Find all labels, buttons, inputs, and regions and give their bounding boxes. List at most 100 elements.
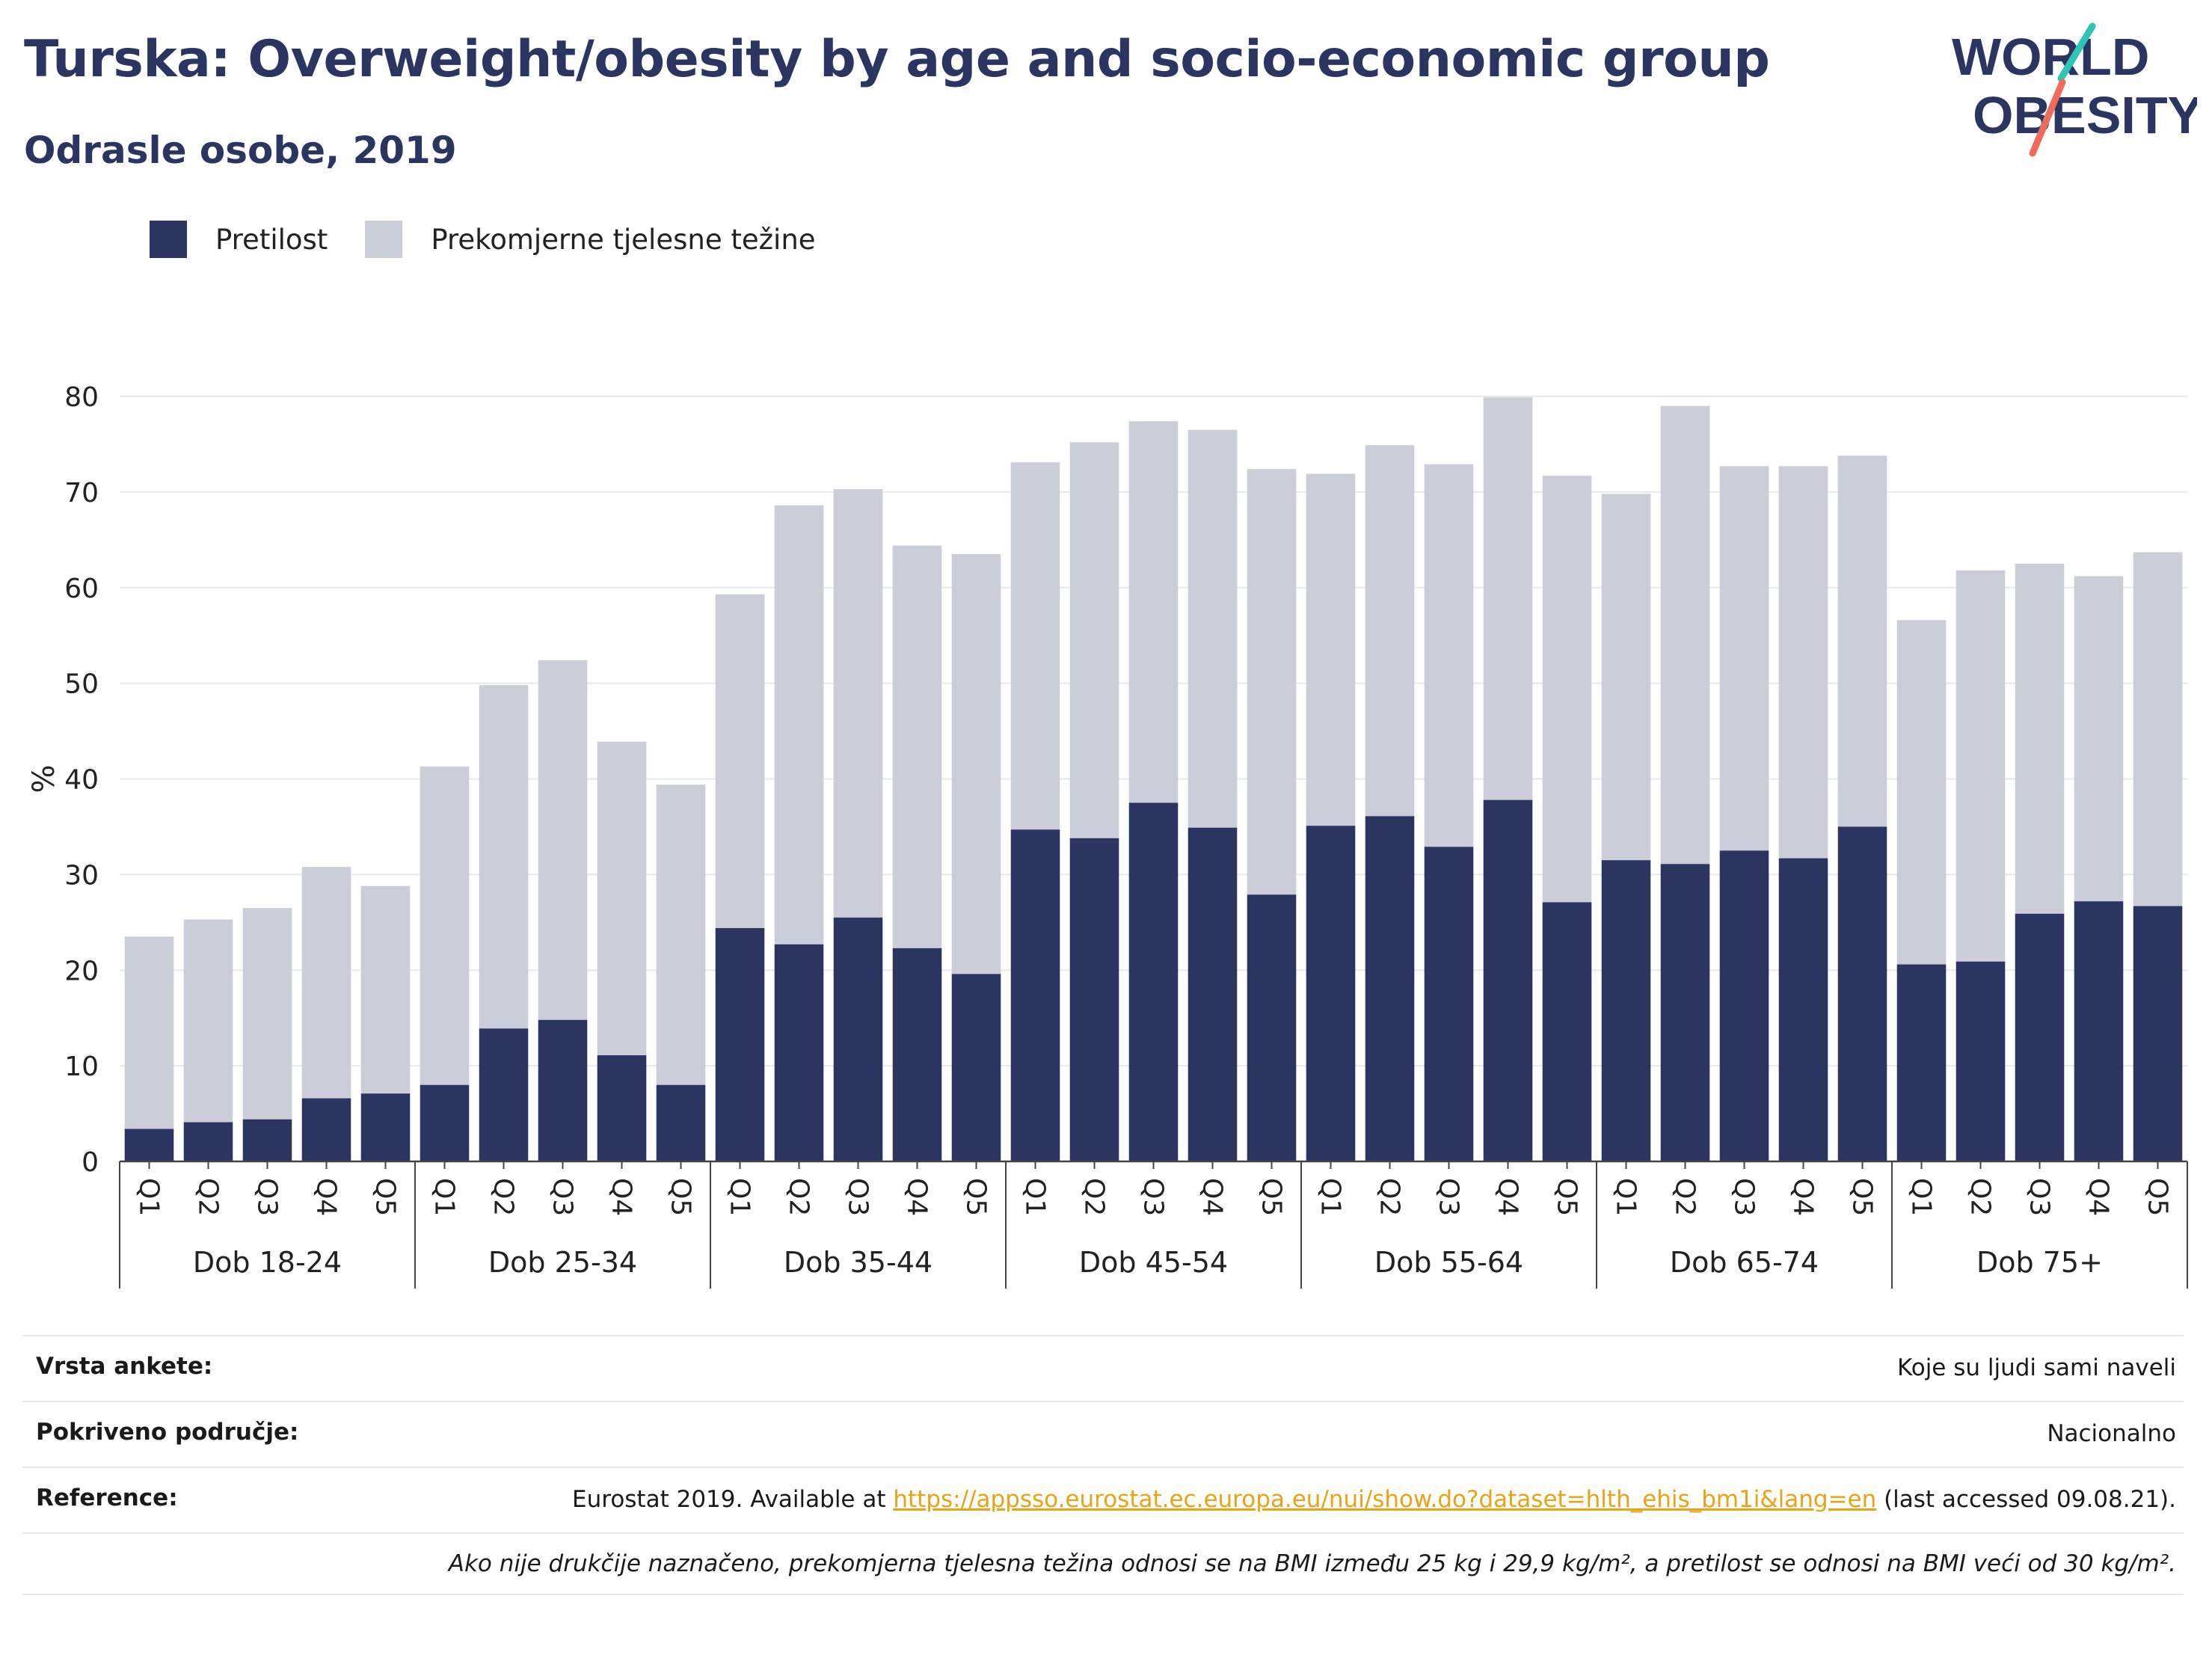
x-tick-label: Q4 xyxy=(2083,1178,2114,1216)
bar-obesity xyxy=(1601,860,1651,1161)
x-tick-label: Q3 xyxy=(1434,1178,1464,1216)
bar-overweight xyxy=(1069,442,1119,838)
bar-overweight xyxy=(1424,464,1474,847)
legend-label-overweight: Prekomjerne tjelesne težine xyxy=(431,223,816,256)
info-row-coverage: Pokriveno područje: Nacionalno xyxy=(22,1400,2184,1467)
group-label: Dob 65-74 xyxy=(1670,1246,1819,1279)
x-tick-label: Q4 xyxy=(1197,1178,1228,1216)
reference-value: Eurostat 2019. Available at https://apps… xyxy=(572,1484,2176,1516)
x-tick-label: Q1 xyxy=(1315,1178,1346,1216)
bar-obesity xyxy=(242,1119,292,1161)
x-tick-label: Q1 xyxy=(429,1178,460,1216)
x-tick-label: Q5 xyxy=(1847,1178,1878,1216)
bar-obesity xyxy=(1660,864,1710,1161)
x-tick-label: Q3 xyxy=(547,1178,578,1216)
bar-overweight xyxy=(242,908,292,1120)
logo-slash-coral xyxy=(2029,79,2066,157)
bar-obesity xyxy=(1424,847,1474,1161)
bar-overweight xyxy=(360,885,411,1094)
bar-obesity xyxy=(1188,827,1238,1161)
bar-overweight xyxy=(1365,445,1415,817)
chart-legend: Pretilost Prekomjerne tjelesne težine xyxy=(150,221,853,258)
bar-obesity xyxy=(124,1129,174,1161)
bar-obesity xyxy=(1542,902,1592,1161)
bar-overweight xyxy=(1719,466,1769,851)
x-tick-label: Q4 xyxy=(606,1178,637,1216)
x-tick-label: Q1 xyxy=(1020,1178,1051,1216)
bar-overweight xyxy=(1601,494,1651,861)
bar-overweight xyxy=(656,784,706,1085)
logo-word-obesity: OBESITY xyxy=(1973,86,2197,144)
bar-overweight xyxy=(420,766,470,1085)
bar-overweight xyxy=(1837,455,1887,827)
legend-swatch-overweight xyxy=(365,221,403,258)
bar-obesity xyxy=(1483,799,1533,1161)
bar-obesity xyxy=(715,927,765,1161)
bar-obesity xyxy=(183,1122,233,1161)
x-tick-label: Q3 xyxy=(252,1178,283,1216)
bar-obesity xyxy=(1365,816,1415,1161)
bar-overweight xyxy=(951,553,1001,974)
y-tick-label: 60 xyxy=(64,574,99,604)
bar-obesity xyxy=(1069,838,1119,1161)
info-row-reference: Reference: Eurostat 2019. Available at h… xyxy=(22,1466,2184,1532)
reference-suffix: (last accessed 09.08.21). xyxy=(1876,1485,2176,1513)
bar-obesity xyxy=(301,1098,351,1161)
x-tick-label: Q3 xyxy=(843,1178,873,1216)
bar-overweight xyxy=(1306,473,1356,826)
y-tick-label: 0 xyxy=(82,1147,99,1178)
x-tick-label: Q3 xyxy=(1138,1178,1169,1216)
bar-obesity xyxy=(597,1055,647,1161)
group-label: Dob 25-34 xyxy=(488,1246,637,1279)
bar-obesity xyxy=(1719,850,1769,1161)
x-tick-label: Q4 xyxy=(311,1178,342,1216)
group-label: Dob 55-64 xyxy=(1374,1246,1523,1279)
bar-overweight xyxy=(1778,466,1828,859)
x-tick-label: Q3 xyxy=(1729,1178,1760,1216)
legend-swatch-obesity xyxy=(150,221,187,258)
bar-overweight xyxy=(301,867,351,1099)
x-tick-label: Q1 xyxy=(1611,1178,1641,1216)
bar-obesity xyxy=(2015,913,2065,1161)
x-tick-label: Q4 xyxy=(1493,1178,1523,1216)
x-tick-label: Q2 xyxy=(193,1178,224,1216)
bar-overweight xyxy=(479,685,529,1029)
x-tick-label: Q5 xyxy=(666,1178,696,1216)
bmi-definition-note: Ako nije drukčije naznačeno, prekomjerna… xyxy=(22,1532,2184,1595)
bar-obesity xyxy=(774,944,824,1161)
x-tick-label: Q3 xyxy=(2024,1178,2055,1216)
bar-obesity xyxy=(538,1019,588,1161)
x-tick-label: Q2 xyxy=(1670,1178,1701,1216)
x-tick-label: Q2 xyxy=(784,1178,814,1216)
x-tick-label: Q5 xyxy=(1256,1178,1287,1216)
x-tick-label: Q4 xyxy=(902,1178,933,1216)
group-label: Dob 18-24 xyxy=(193,1246,342,1279)
x-tick-label: Q2 xyxy=(1965,1178,1996,1216)
reference-link[interactable]: https://appsso.eurostat.ec.europa.eu/nui… xyxy=(893,1485,1877,1513)
bar-overweight xyxy=(538,660,588,1020)
bar-overweight xyxy=(1247,469,1297,895)
bar-obesity xyxy=(2074,901,2124,1161)
bar-overweight xyxy=(1896,620,1947,965)
bar-overweight xyxy=(2015,563,2065,914)
logo-word-world: WORLD xyxy=(1952,28,2149,86)
logo-slash-teal xyxy=(2057,22,2096,82)
bar-obesity xyxy=(951,974,1001,1161)
y-tick-label: 10 xyxy=(64,1051,99,1082)
bar-overweight xyxy=(2074,576,2124,902)
bar-overweight xyxy=(1010,462,1060,830)
bar-overweight xyxy=(597,741,647,1056)
bar-overweight xyxy=(1542,476,1592,903)
survey-type-label: Vrsta ankete: xyxy=(36,1353,213,1380)
bar-obesity xyxy=(1896,964,1947,1161)
bar-overweight xyxy=(1660,405,1710,865)
bar-obesity xyxy=(1128,802,1179,1161)
bar-obesity xyxy=(1247,894,1297,1161)
x-tick-label: Q5 xyxy=(961,1178,992,1216)
x-tick-label: Q2 xyxy=(1374,1178,1405,1216)
info-table: Vrsta ankete: Koje su ljudi sami naveli … xyxy=(22,1335,2184,1595)
coverage-label: Pokriveno područje: xyxy=(36,1418,299,1446)
survey-type-value: Koje su ljudi sami naveli xyxy=(1896,1354,2176,1381)
group-label: Dob 75+ xyxy=(1976,1246,2103,1279)
bar-obesity xyxy=(1956,961,2006,1161)
